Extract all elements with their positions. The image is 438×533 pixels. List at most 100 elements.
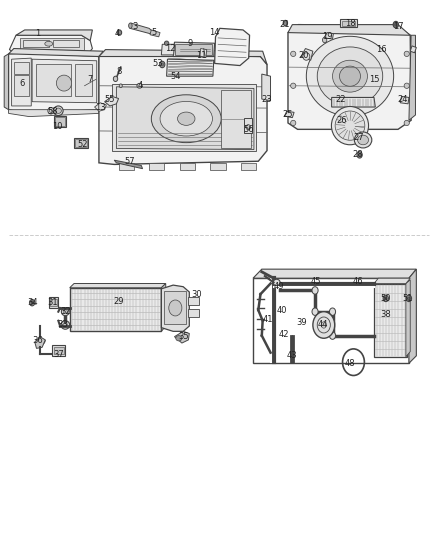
Polygon shape [406,280,410,357]
Bar [164,291,186,324]
Text: 48: 48 [345,359,355,368]
Polygon shape [99,54,267,165]
Ellipse shape [29,300,35,306]
Text: 21: 21 [279,20,290,29]
Ellipse shape [160,101,212,136]
Polygon shape [12,58,31,106]
Ellipse shape [176,336,182,341]
Polygon shape [95,103,106,111]
Text: 51: 51 [403,294,413,303]
Bar [112,84,256,151]
Polygon shape [409,269,417,364]
Polygon shape [374,278,410,284]
Polygon shape [130,23,152,34]
Ellipse shape [246,125,251,130]
Ellipse shape [63,310,67,314]
Text: 7: 7 [88,75,93,84]
Bar [175,44,212,55]
Text: 45: 45 [311,277,321,286]
Bar [70,288,161,332]
Ellipse shape [177,112,195,125]
Polygon shape [149,163,164,169]
Text: 41: 41 [263,315,273,324]
Text: 17: 17 [393,22,403,31]
Polygon shape [4,54,9,110]
Ellipse shape [57,75,72,91]
Bar [52,345,65,356]
Text: 34: 34 [27,298,37,307]
Bar [55,117,65,126]
Ellipse shape [303,53,310,60]
Text: 44: 44 [318,320,328,329]
Polygon shape [119,163,134,169]
Ellipse shape [322,37,327,43]
Polygon shape [409,35,416,120]
Text: 31: 31 [47,298,57,307]
Bar [54,116,66,127]
Text: 23: 23 [262,94,272,103]
Polygon shape [105,96,119,106]
Polygon shape [10,35,92,54]
Polygon shape [253,269,417,278]
Text: 25: 25 [283,110,293,119]
Ellipse shape [63,323,67,327]
Ellipse shape [290,83,296,88]
Polygon shape [161,44,174,55]
Ellipse shape [55,108,61,114]
Bar [14,75,29,96]
Polygon shape [288,25,411,130]
Polygon shape [32,59,97,103]
Text: 38: 38 [381,310,391,319]
Ellipse shape [358,154,360,156]
Text: 57: 57 [124,157,135,166]
Circle shape [317,317,330,333]
Polygon shape [241,163,256,169]
Ellipse shape [335,111,365,140]
Bar [188,309,199,317]
Polygon shape [288,25,410,35]
Text: 10: 10 [52,122,63,131]
Polygon shape [174,332,189,343]
Ellipse shape [61,321,70,329]
Bar [340,19,357,27]
Polygon shape [35,337,45,349]
Bar [244,118,252,133]
Polygon shape [400,96,409,104]
Ellipse shape [273,279,280,286]
Polygon shape [70,284,166,288]
Ellipse shape [329,308,336,316]
Ellipse shape [61,308,69,316]
Ellipse shape [53,106,63,116]
Ellipse shape [306,36,394,116]
Bar [221,90,251,149]
Ellipse shape [408,297,410,300]
Polygon shape [9,53,99,114]
Text: 42: 42 [279,330,289,339]
Bar [53,40,79,47]
Ellipse shape [332,60,367,92]
Text: 40: 40 [277,305,288,314]
Ellipse shape [357,152,362,158]
Ellipse shape [113,76,118,82]
Text: 20: 20 [299,52,309,60]
Ellipse shape [312,287,318,294]
Text: 6: 6 [19,78,25,87]
Bar [49,297,58,308]
Polygon shape [215,28,250,66]
Text: 13: 13 [95,102,106,111]
Polygon shape [285,111,294,118]
Polygon shape [210,163,226,169]
Ellipse shape [354,132,372,148]
Text: 19: 19 [322,33,332,42]
Polygon shape [117,87,254,150]
Text: 5: 5 [151,28,156,37]
Text: 49: 49 [274,282,285,291]
Polygon shape [16,30,92,41]
Ellipse shape [169,300,182,316]
Ellipse shape [312,308,318,316]
Bar [54,347,64,354]
Ellipse shape [119,84,122,87]
Ellipse shape [404,83,410,88]
Text: 24: 24 [397,94,408,103]
Text: 15: 15 [369,75,379,84]
